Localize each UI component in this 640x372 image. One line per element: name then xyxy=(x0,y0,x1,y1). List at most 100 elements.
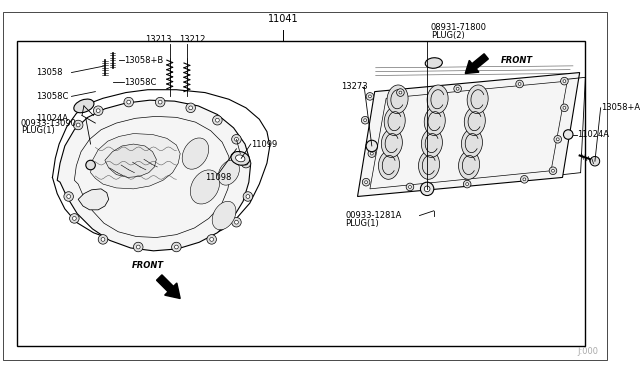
Circle shape xyxy=(365,181,367,184)
Text: 11041: 11041 xyxy=(268,14,298,24)
Ellipse shape xyxy=(231,151,250,165)
Circle shape xyxy=(424,186,430,192)
Circle shape xyxy=(241,158,251,168)
Text: 11024A: 11024A xyxy=(577,130,609,139)
Circle shape xyxy=(466,183,468,186)
Ellipse shape xyxy=(421,129,442,157)
Text: 13213: 13213 xyxy=(145,35,172,44)
Ellipse shape xyxy=(190,170,220,204)
Circle shape xyxy=(232,135,241,144)
Circle shape xyxy=(362,178,370,186)
Text: PLUG(1): PLUG(1) xyxy=(21,126,55,135)
Circle shape xyxy=(70,214,79,223)
Text: 13058: 13058 xyxy=(36,68,63,77)
Text: FRONT: FRONT xyxy=(500,56,532,65)
Text: 11024A: 11024A xyxy=(36,114,68,123)
Text: 08931-71800: 08931-71800 xyxy=(431,23,487,32)
Circle shape xyxy=(212,115,222,125)
Circle shape xyxy=(189,106,193,110)
Ellipse shape xyxy=(387,85,408,113)
Text: J:000: J:000 xyxy=(578,347,599,356)
Text: 00933-1281A: 00933-1281A xyxy=(345,211,401,220)
Circle shape xyxy=(216,118,220,122)
Circle shape xyxy=(86,160,95,170)
Circle shape xyxy=(127,100,131,104)
Circle shape xyxy=(98,235,108,244)
Ellipse shape xyxy=(218,160,239,185)
Polygon shape xyxy=(105,144,156,177)
Polygon shape xyxy=(57,100,251,251)
Polygon shape xyxy=(358,73,580,196)
Circle shape xyxy=(397,89,404,96)
Ellipse shape xyxy=(424,107,445,135)
Circle shape xyxy=(172,242,181,252)
FancyArrow shape xyxy=(465,54,488,74)
Circle shape xyxy=(210,237,214,241)
Polygon shape xyxy=(91,134,180,189)
Ellipse shape xyxy=(461,129,483,157)
Ellipse shape xyxy=(464,107,485,135)
Circle shape xyxy=(366,140,378,152)
Circle shape xyxy=(556,138,559,141)
Circle shape xyxy=(186,103,195,113)
Circle shape xyxy=(234,137,238,141)
Text: 13058+A: 13058+A xyxy=(601,103,640,112)
Text: 11099: 11099 xyxy=(251,140,277,148)
Circle shape xyxy=(371,152,373,155)
Circle shape xyxy=(72,217,76,220)
Circle shape xyxy=(399,91,402,94)
Circle shape xyxy=(96,109,100,113)
Ellipse shape xyxy=(381,129,403,157)
Circle shape xyxy=(362,116,369,124)
Circle shape xyxy=(74,120,83,130)
Text: 11098: 11098 xyxy=(205,173,231,182)
Ellipse shape xyxy=(182,138,209,169)
Ellipse shape xyxy=(212,201,236,230)
FancyArrow shape xyxy=(157,275,180,298)
Text: PLUG(1): PLUG(1) xyxy=(345,219,379,228)
Circle shape xyxy=(175,245,179,249)
Ellipse shape xyxy=(419,151,440,179)
Ellipse shape xyxy=(427,85,448,113)
Text: 13058C: 13058C xyxy=(124,78,156,87)
Bar xyxy=(17,41,586,346)
Circle shape xyxy=(366,93,374,100)
Circle shape xyxy=(454,85,461,93)
Circle shape xyxy=(136,245,140,249)
Circle shape xyxy=(76,123,80,127)
Circle shape xyxy=(67,195,70,198)
Circle shape xyxy=(563,130,573,139)
Circle shape xyxy=(243,192,253,201)
Circle shape xyxy=(554,135,561,143)
Circle shape xyxy=(518,83,521,86)
Circle shape xyxy=(520,176,528,183)
Circle shape xyxy=(368,150,376,157)
Circle shape xyxy=(64,192,74,201)
Circle shape xyxy=(93,106,103,115)
Circle shape xyxy=(516,80,524,88)
Text: 13058C: 13058C xyxy=(36,92,68,101)
Circle shape xyxy=(406,183,414,191)
Circle shape xyxy=(156,97,165,107)
Circle shape xyxy=(124,97,134,107)
Circle shape xyxy=(563,106,566,109)
Text: FRONT: FRONT xyxy=(132,261,164,270)
Circle shape xyxy=(364,119,367,122)
Text: 13058+B: 13058+B xyxy=(124,56,163,65)
Circle shape xyxy=(590,157,600,166)
Circle shape xyxy=(158,100,162,104)
Circle shape xyxy=(207,235,216,244)
Circle shape xyxy=(134,242,143,252)
Circle shape xyxy=(369,95,371,98)
Circle shape xyxy=(463,180,471,188)
Ellipse shape xyxy=(458,151,479,179)
Polygon shape xyxy=(78,189,109,210)
Circle shape xyxy=(232,218,241,227)
Circle shape xyxy=(101,237,105,241)
Circle shape xyxy=(561,104,568,112)
Circle shape xyxy=(246,195,250,198)
Text: 13273: 13273 xyxy=(341,82,368,92)
Circle shape xyxy=(234,220,238,224)
Ellipse shape xyxy=(425,58,442,68)
Circle shape xyxy=(420,182,434,196)
